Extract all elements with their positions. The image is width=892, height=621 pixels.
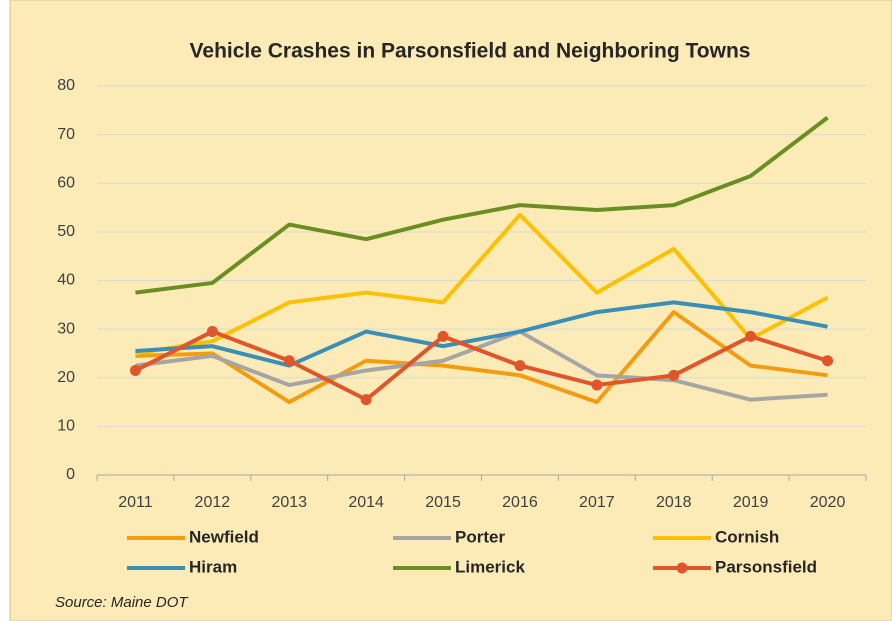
- line-marker: [514, 360, 526, 372]
- source-note: Source: Maine DOT: [55, 594, 189, 611]
- x-tick-label: 2012: [195, 494, 231, 511]
- line-series: [135, 116, 829, 295]
- y-tick-label: 60: [57, 174, 75, 191]
- line-marker: [360, 394, 372, 406]
- x-tick-label: 2013: [271, 494, 307, 511]
- line-series: [134, 329, 829, 402]
- line-marker: [283, 355, 295, 367]
- x-tick-label: 2014: [348, 494, 384, 511]
- line-marker: [745, 330, 757, 342]
- line-marker: [822, 355, 834, 367]
- y-tick-label: 80: [57, 77, 75, 94]
- line-marker: [437, 330, 449, 342]
- legend-label: Limerick: [455, 557, 525, 576]
- line-series: [135, 212, 829, 356]
- y-tick-label: 30: [57, 320, 75, 337]
- y-tick-label: 50: [57, 223, 75, 240]
- line-marker: [206, 326, 218, 338]
- x-tick-label: 2018: [656, 494, 692, 511]
- x-tick-label: 2011: [118, 494, 153, 511]
- x-tick-label: 2017: [579, 494, 615, 511]
- legend-label: Parsonsfield: [715, 557, 817, 576]
- line-marker: [591, 379, 603, 391]
- legend-label: Porter: [455, 527, 505, 546]
- line-series: [135, 329, 828, 402]
- line-series: [135, 310, 828, 405]
- x-tick-label: 2019: [733, 494, 769, 511]
- legend-label: Newfield: [189, 527, 259, 546]
- x-tick-label: 2016: [502, 494, 538, 511]
- line-marker: [129, 364, 141, 376]
- line-marker: [668, 369, 680, 381]
- legend-label: Hiram: [189, 557, 237, 576]
- y-tick-label: 10: [57, 418, 75, 435]
- legend-marker: [676, 562, 688, 574]
- y-tick-label: 40: [57, 272, 75, 289]
- x-tick-label: 2020: [810, 494, 846, 511]
- line-series: [135, 300, 828, 368]
- chart-title: Vehicle Crashes in Parsonsfield and Neig…: [190, 40, 751, 63]
- legend-label: Cornish: [715, 527, 779, 546]
- x-tick-label: 2015: [425, 494, 461, 511]
- y-tick-label: 20: [57, 369, 75, 386]
- y-tick-label: 70: [57, 126, 75, 143]
- y-tick-label: 0: [66, 466, 75, 483]
